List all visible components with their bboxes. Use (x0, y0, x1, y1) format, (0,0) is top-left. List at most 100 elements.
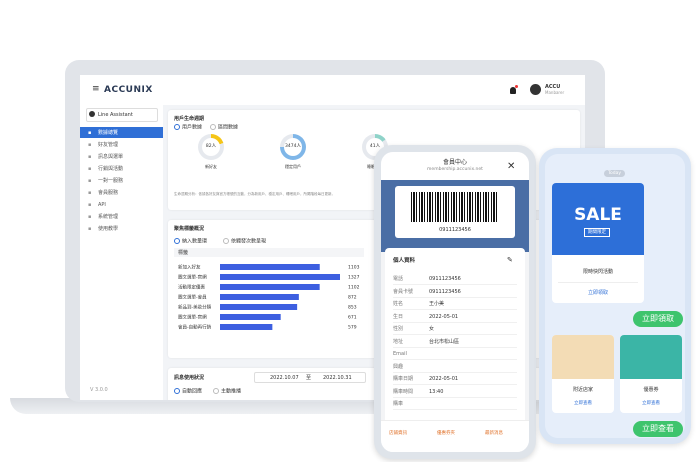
close-button[interactable]: ✕ (507, 161, 516, 172)
menu-label: 好友管理 (98, 142, 119, 148)
claim-button[interactable]: 立即領取 (633, 311, 683, 327)
account-avatar (89, 111, 95, 117)
card-title: 聚焦標籤概況 (174, 226, 205, 232)
menu-label: API (98, 202, 106, 208)
card-image (620, 335, 682, 379)
edit-icon[interactable]: ✎ (507, 256, 513, 264)
field-label: 生日 (393, 313, 404, 320)
row-divider (393, 334, 517, 335)
version: V 3.0.0 (90, 387, 108, 393)
tab[interactable]: 自動回應 (174, 388, 202, 395)
card-title: 附近店家 (572, 387, 593, 393)
menu-item[interactable]: ▪ 會員服務 (80, 187, 163, 198)
menu-item[interactable]: ▪ 一對一服務 (80, 175, 163, 186)
sale-card: SALE 期間限定 限時快閃活動 立即領取 (552, 183, 644, 303)
bar (220, 304, 298, 310)
field-label: 地址 (393, 338, 404, 345)
menu-item[interactable]: ▪ 行銷與活動 (80, 163, 163, 174)
profile-card (385, 248, 525, 452)
field-label: 購車時間 (393, 388, 414, 395)
user-role: Manbarer (545, 90, 565, 95)
divider (558, 282, 638, 283)
field-label: 電話 (393, 276, 404, 282)
tab-label: 區間數據 (218, 124, 239, 131)
field-value: 台北市松山區 (429, 338, 460, 345)
tab[interactable]: 依觸發次數呈現 (223, 238, 266, 245)
menu-icon[interactable]: ≡ (92, 84, 100, 94)
tab[interactable]: 區間數據 (210, 124, 238, 131)
menu-icon: ▪ (88, 214, 92, 220)
date-range[interactable] (254, 372, 366, 383)
donut-label: 穩定用戶 (285, 164, 301, 169)
row-divider (393, 409, 517, 410)
date-to: 至 (306, 375, 312, 381)
menu-icon: ▪ (88, 166, 92, 172)
bottom-button[interactable]: 店鋪資訊 (389, 431, 407, 436)
card-link[interactable]: 立即查看 (642, 401, 660, 406)
menu-icon: ▪ (88, 178, 92, 184)
menu-icon: ▪ (88, 130, 92, 136)
view-button[interactable]: 立即查看 (633, 421, 683, 437)
row-divider (393, 296, 517, 298)
coupon-card: 附近店家 立即查看 (552, 335, 614, 413)
bar (220, 284, 320, 290)
tag-label: 活動限定優惠 (178, 284, 205, 291)
card-title: 優惠券 (643, 387, 659, 393)
menu-item[interactable]: ▪ 數據總覽 (80, 127, 163, 138)
donut-hole (284, 138, 302, 156)
menu-label: 一對一服務 (98, 178, 124, 184)
donut (198, 134, 224, 160)
app-header (381, 152, 529, 180)
lifecycle-note: 生命週期分析：依據各好友與官方帳號的互動，分為新用戶、穩定用戶、睡眠用戶，所屬階… (174, 192, 335, 196)
menu-label: 行銷與活動 (98, 166, 124, 172)
row-divider (393, 396, 517, 398)
sale-tag: 期間限定 (584, 228, 610, 238)
menu-item[interactable]: ▪ 訊息與選單 (80, 151, 163, 162)
card-image (552, 335, 614, 379)
field-value: 0911123456 (429, 288, 461, 295)
topbar (80, 75, 585, 105)
bottom-button[interactable]: 最新消息 (485, 431, 503, 436)
menu-item[interactable]: ▪ API (80, 199, 163, 210)
menu-item[interactable]: ▪ 好友管理 (80, 139, 163, 150)
bar-value: 853 (348, 305, 357, 311)
card-title: 用戶生命週期 (174, 116, 205, 122)
menu-label: 會員服務 (98, 190, 119, 196)
menu-icon: ▪ (88, 154, 92, 160)
row-divider (393, 284, 517, 285)
field-value: 女 (429, 326, 435, 332)
menu-item[interactable]: ▪ 使用教學 (80, 223, 163, 234)
bar (220, 294, 299, 300)
account-select[interactable] (86, 108, 158, 122)
donut-count: 41人 (369, 144, 381, 149)
card-title: 訊息使用狀況 (174, 375, 205, 381)
today-pill: Today (604, 170, 626, 178)
donut-hole (202, 138, 220, 156)
bar (220, 314, 281, 320)
bar (220, 324, 273, 330)
tab[interactable]: 用戶數據 (174, 124, 202, 131)
bar-value: 872 (348, 295, 357, 301)
card-link[interactable]: 立即查看 (574, 401, 592, 406)
bottom-button[interactable]: 優惠券夾 (437, 431, 455, 436)
bar-value: 1103 (348, 265, 360, 271)
bar (220, 274, 340, 280)
field-value: 王小美 (429, 301, 445, 307)
donut-count: 3474人 (285, 144, 301, 149)
event-title: 限時快閃活動 (582, 269, 613, 275)
field-label: 會員卡號 (393, 288, 414, 295)
tab[interactable]: 主動推播 (213, 388, 241, 395)
app-title: 會員中心 (442, 159, 467, 166)
table-header-bg (174, 248, 364, 257)
avatar[interactable] (530, 84, 541, 95)
tab-label: 依觸發次數呈現 (231, 238, 267, 245)
tab[interactable]: 納入數量環 (174, 238, 207, 245)
menu-label: 系統管理 (98, 214, 119, 220)
sidebar (80, 105, 163, 400)
bell[interactable] (510, 87, 516, 94)
tag-chart: 新加入好友 1103 圖文選單-官網 1327 活動限定優惠 1102 圖文選單-會員 872… (178, 264, 360, 331)
menu-label: 數據總覽 (98, 130, 119, 136)
table-header: 標籤 (178, 250, 189, 256)
event-link[interactable]: 立即領取 (587, 290, 608, 296)
menu-item[interactable]: ▪ 系統管理 (80, 211, 163, 222)
